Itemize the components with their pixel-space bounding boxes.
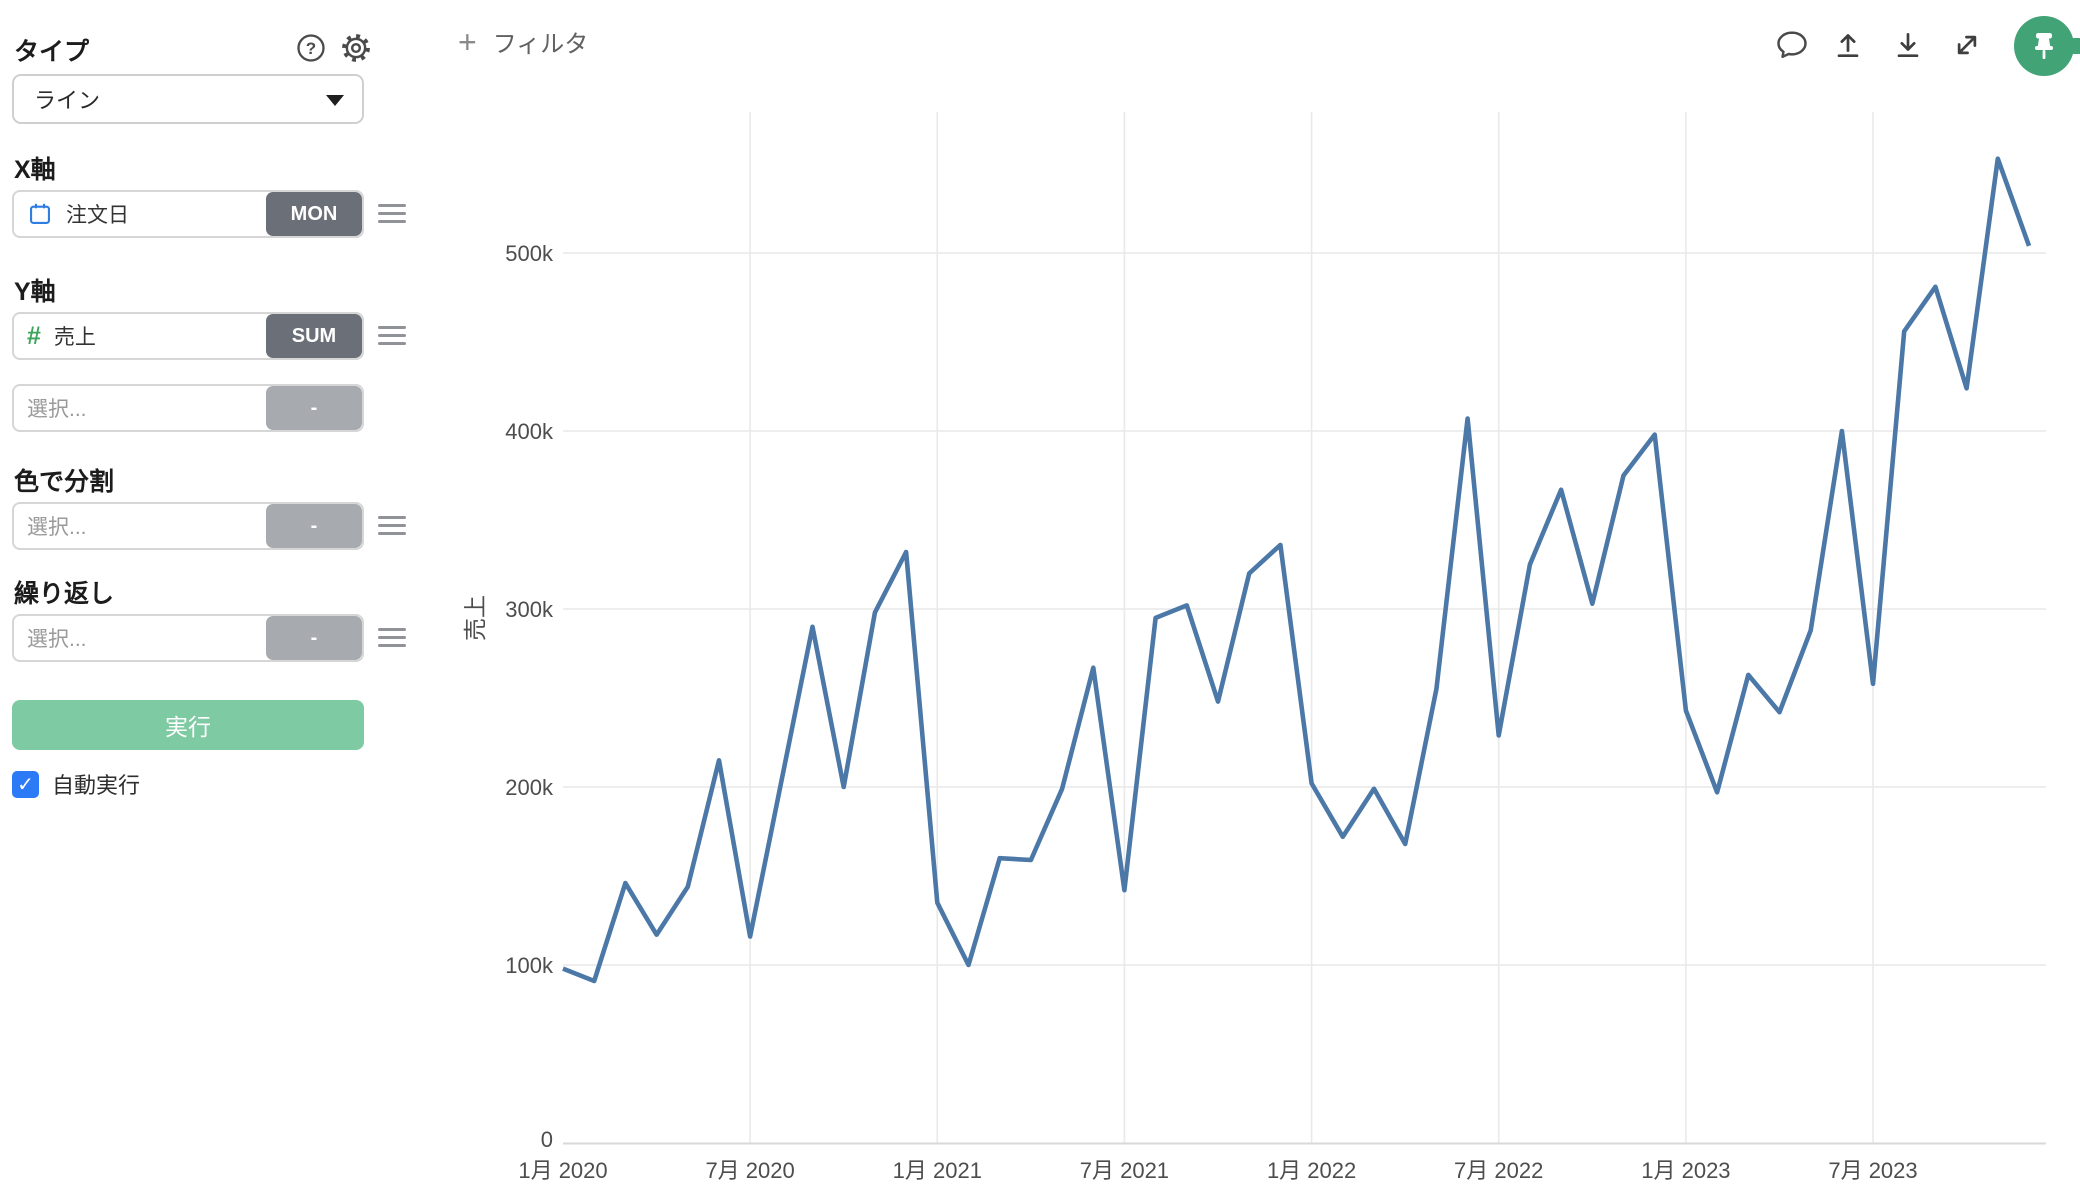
upload-button[interactable] <box>1830 27 1866 63</box>
y-tick-label: 300k <box>505 597 554 622</box>
repeat-agg-badge[interactable]: - <box>266 616 362 660</box>
y-tick-label: 200k <box>505 775 554 800</box>
x-axis-field[interactable]: 注文日 MON <box>12 190 364 238</box>
x-tick-label: 7月 2023 <box>1828 1158 1917 1183</box>
color-split-agg-badge[interactable]: - <box>266 504 362 548</box>
comment-button[interactable] <box>1774 27 1810 63</box>
filter-label: フィルタ <box>492 31 589 58</box>
fullscreen-button[interactable] <box>1949 27 1985 63</box>
x-tick-label: 7月 2021 <box>1080 1158 1169 1183</box>
y-tick-label: 400k <box>505 419 554 444</box>
y-axis-drag-handle[interactable] <box>378 326 406 346</box>
add-filter-button[interactable]: + フィルタ <box>458 24 588 59</box>
y-extra-agg-badge[interactable]: - <box>266 386 362 430</box>
y-extra-placeholder: 選択... <box>27 398 87 421</box>
y-agg-badge[interactable]: SUM <box>266 314 362 358</box>
help-button[interactable]: ? <box>293 30 329 66</box>
chart-type-value: ライン <box>34 88 101 113</box>
settings-button[interactable] <box>338 30 374 66</box>
color-split-field[interactable]: 選択... - <box>12 502 364 550</box>
y-axis-extra-field[interactable]: 選択... - <box>12 384 364 432</box>
x-tick-label: 1月 2023 <box>1641 1158 1730 1183</box>
autorun-label: 自動実行 <box>52 773 141 798</box>
repeat-drag-handle[interactable] <box>378 628 406 648</box>
autorun-toggle[interactable]: ✓ 自動実行 <box>12 768 140 800</box>
comment-icon <box>1777 31 1807 59</box>
x-field-name: 注文日 <box>66 204 129 227</box>
upload-icon <box>1837 34 1859 58</box>
pin-button[interactable] <box>2014 16 2074 76</box>
x-tick-label: 1月 2020 <box>518 1158 607 1183</box>
x-tick-label: 7月 2022 <box>1454 1158 1543 1183</box>
y-axis-heading: Y軸 <box>14 278 56 306</box>
y-axis-title: 売上 <box>462 595 488 641</box>
download-button[interactable] <box>1890 27 1926 63</box>
repeat-heading: 繰り返し <box>14 580 115 608</box>
color-split-placeholder: 選択... <box>27 516 87 539</box>
repeat-field[interactable]: 選択... - <box>12 614 364 662</box>
x-tick-label: 7月 2020 <box>705 1158 794 1183</box>
x-axis-heading: X軸 <box>14 156 56 184</box>
y-tick-label: 500k <box>505 241 554 266</box>
calendar-icon <box>27 201 53 227</box>
repeat-placeholder: 選択... <box>27 628 87 651</box>
gear-icon <box>342 34 370 62</box>
download-icon <box>1897 32 1919 58</box>
pin-edge-tab <box>2070 38 2080 54</box>
y-tick-label: 100k <box>505 953 554 978</box>
autorun-checkbox[interactable]: ✓ <box>12 770 39 798</box>
expand-icon <box>1957 35 1977 55</box>
svg-text:?: ? <box>306 39 316 58</box>
color-split-heading: 色で分割 <box>14 468 115 496</box>
color-split-drag-handle[interactable] <box>378 516 406 536</box>
help-icon: ? <box>297 34 325 62</box>
x-axis-drag-handle[interactable] <box>378 204 406 224</box>
pin-icon <box>2035 33 2053 59</box>
run-button[interactable]: 実行 <box>12 700 364 750</box>
y-axis-field[interactable]: # 売上 SUM <box>12 312 364 360</box>
plus-icon: + <box>458 23 477 60</box>
x-tick-label: 1月 2021 <box>893 1158 982 1183</box>
y-field-name: 売上 <box>53 326 96 349</box>
x-agg-badge[interactable]: MON <box>266 192 362 236</box>
number-hash-icon: # <box>27 321 41 350</box>
y-tick-label: 0 <box>541 1127 553 1152</box>
type-heading: タイプ <box>14 38 90 66</box>
chevron-down-icon <box>326 95 344 106</box>
line-series <box>562 156 2032 984</box>
chart-type-select[interactable]: ライン <box>12 74 364 124</box>
x-tick-label: 1月 2022 <box>1267 1158 1356 1183</box>
